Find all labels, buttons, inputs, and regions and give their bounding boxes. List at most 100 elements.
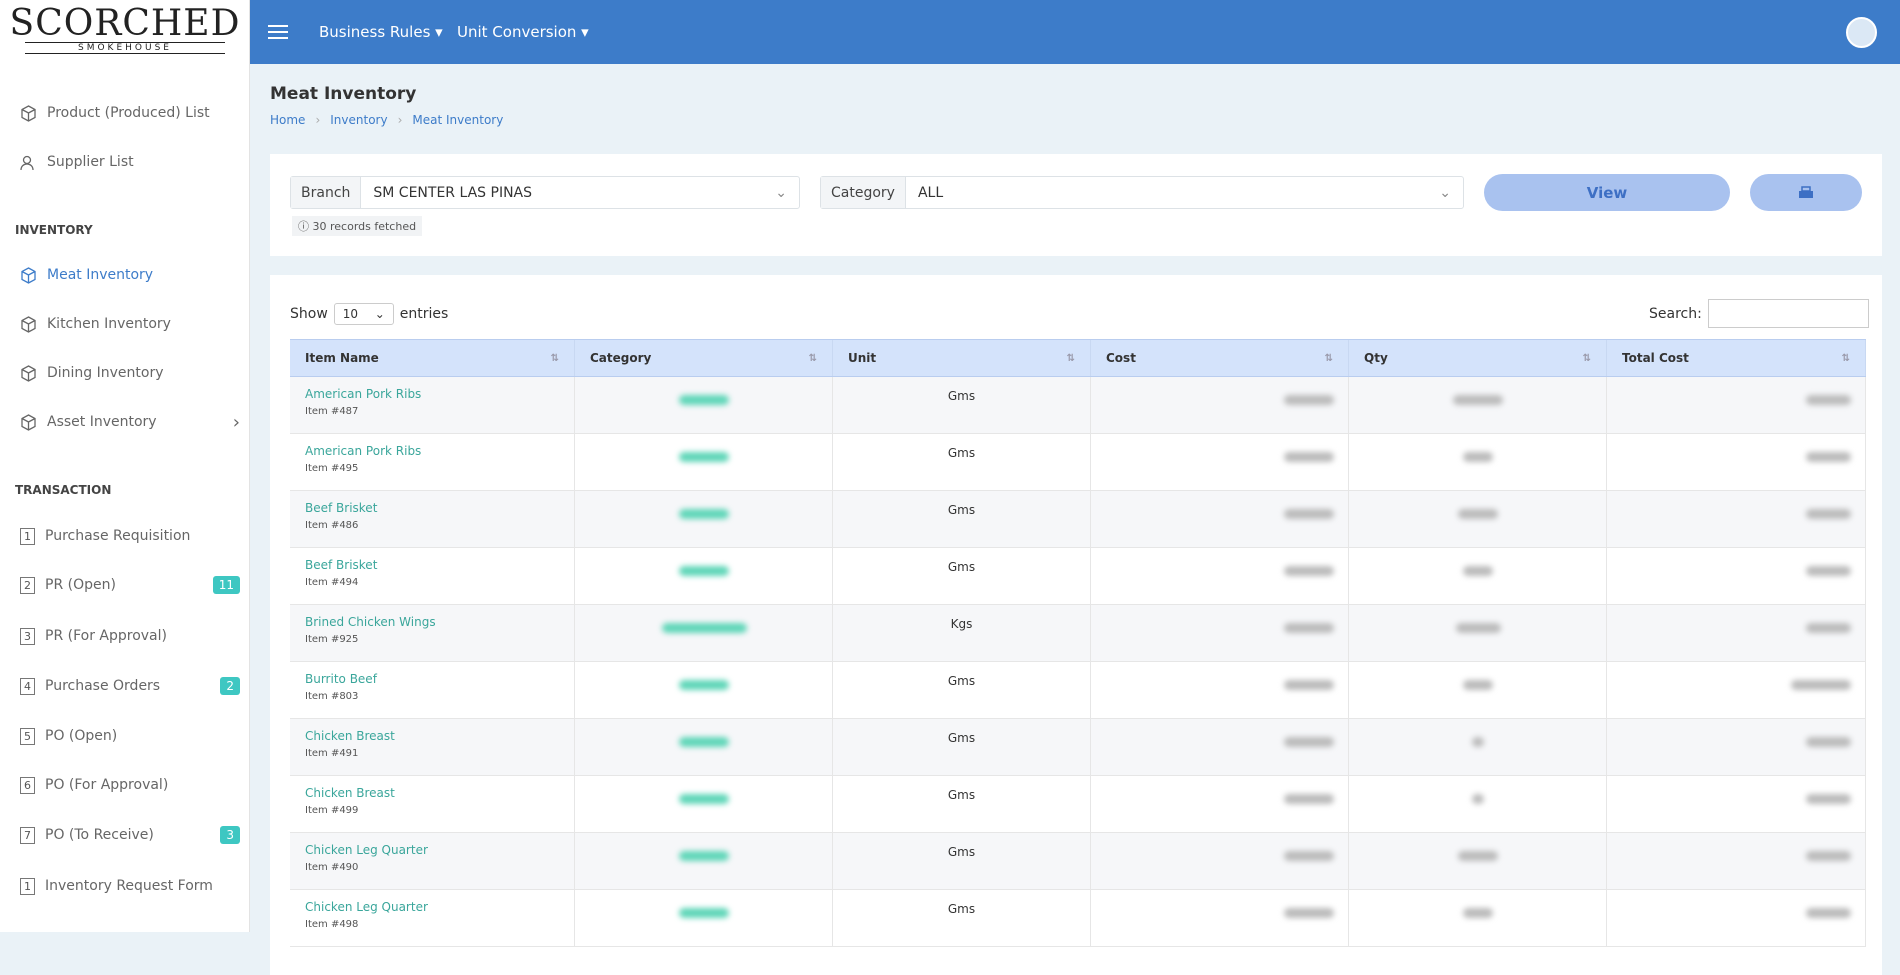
length-select[interactable]: 10 ⌄	[333, 303, 394, 325]
blurred-value	[1463, 566, 1493, 576]
unit: Gms	[947, 845, 976, 859]
item-name[interactable]: Beef Brisket	[305, 501, 378, 515]
item-number: Item #803	[305, 691, 359, 702]
cell: Gms	[833, 434, 1091, 490]
menu[interactable]: Unit Conversion ▾	[457, 23, 589, 41]
menu-icon	[20, 364, 37, 382]
item-number: Item #487	[305, 406, 359, 417]
avatar[interactable]	[1846, 17, 1877, 48]
blurred-value	[679, 737, 729, 747]
column-header[interactable]: Cost ⇅	[1091, 340, 1349, 376]
item-name[interactable]: American Pork Ribs	[305, 444, 422, 458]
logo-title: SCORCHED	[9, 3, 241, 44]
table: Item Name ⇅ Category ⇅ Unit ⇅ Cost ⇅ Qty ⇅ Total C…	[290, 339, 1866, 947]
menu-item[interactable]: Kitchen Inventory	[20, 312, 240, 336]
blurred-value	[1458, 509, 1498, 519]
sort-icon: ⇅	[1582, 352, 1591, 364]
menu-icon	[20, 154, 37, 171]
branch-select[interactable]: Branch SM CENTER LAS PINAS ⌄	[290, 176, 800, 209]
item-name[interactable]: Brined Chicken Wings	[305, 615, 436, 629]
menu-label[interactable]: Unit Conversion	[457, 23, 577, 41]
sort-icon: ⇅	[1841, 352, 1850, 364]
sort-icon: ⇅	[808, 352, 817, 364]
menu-item[interactable]: 7 PO (To Receive) 3	[20, 823, 240, 847]
column-label: Unit	[848, 351, 877, 365]
label: Category	[821, 177, 906, 208]
item-name[interactable]: Chicken Leg Quarter	[305, 900, 428, 914]
menu-item[interactable]: Asset Inventory ›	[20, 410, 240, 434]
menu-item[interactable]: 6 PO (For Approval)	[20, 773, 240, 797]
column-header[interactable]: Category ⇅	[575, 340, 833, 376]
value: SM CENTER LAS PINAS	[373, 184, 533, 201]
menu-label[interactable]: Business Rules	[319, 23, 431, 41]
cell: Burrito Beef Item #803	[290, 662, 575, 718]
item-name[interactable]: Burrito Beef	[305, 672, 377, 686]
column-label: Total Cost	[1622, 351, 1689, 365]
blurred-value	[1463, 908, 1493, 918]
blurred-value	[1284, 908, 1334, 918]
menu-item[interactable]: Meat Inventory	[20, 263, 240, 287]
cell	[575, 833, 833, 889]
menu-item[interactable]: 3 PR (For Approval)	[20, 624, 240, 648]
crumb[interactable]: Home	[270, 113, 306, 127]
menu-icon: 2	[20, 576, 35, 594]
logo: SCORCHED SMOKEHOUSE	[0, 0, 249, 64]
column-header[interactable]: Item Name ⇅	[290, 340, 575, 376]
cell	[1349, 548, 1607, 604]
menu-item[interactable]: 5 PO (Open)	[20, 724, 240, 748]
cell: Gms	[833, 776, 1091, 832]
menu-icon	[20, 413, 37, 431]
cell: Gms	[833, 491, 1091, 547]
cell	[1607, 833, 1866, 889]
cell: Gms	[833, 548, 1091, 604]
menu-item[interactable]: 2 PR (Open) 11	[20, 573, 240, 597]
search-input[interactable]	[1707, 299, 1869, 328]
menu[interactable]: Business Rules ▾	[319, 23, 443, 41]
menu-item[interactable]: 4 Purchase Orders 2	[20, 674, 240, 698]
crumb: Meat Inventory	[412, 113, 504, 127]
topbar: Business Rules ▾ Unit Conversion ▾	[250, 0, 1900, 64]
cell	[1607, 434, 1866, 490]
menu-item[interactable]: Supplier List	[20, 150, 240, 174]
menu-label: PR (Open)	[45, 577, 116, 593]
item-name[interactable]: American Pork Ribs	[305, 387, 422, 401]
menu-label: PO (For Approval)	[45, 777, 169, 793]
cell: Chicken Leg Quarter Item #490	[290, 833, 575, 889]
blurred-value	[1806, 737, 1851, 747]
menu-item[interactable]: Product (Produced) List	[20, 101, 240, 125]
show-label: Show	[290, 306, 328, 322]
menu-item[interactable]: 1 Purchase Requisition	[20, 524, 240, 548]
blurred-value	[1458, 851, 1498, 861]
blurred-value	[1806, 851, 1851, 861]
cell: American Pork Ribs Item #495	[290, 434, 575, 490]
item-name[interactable]: Chicken Breast	[305, 729, 395, 743]
item-name[interactable]: Chicken Leg Quarter	[305, 843, 428, 857]
column-header[interactable]: Unit ⇅	[833, 340, 1091, 376]
length-control: Show 10 ⌄ entries	[290, 303, 448, 325]
blurred-value	[1453, 395, 1503, 405]
cell: Kgs	[833, 605, 1091, 661]
blurred-value	[1284, 851, 1334, 861]
menu-icon	[20, 104, 37, 122]
item-name[interactable]: Chicken Breast	[305, 786, 395, 800]
menu-item[interactable]: 1 Inventory Request Form	[20, 874, 240, 898]
category-select[interactable]: Category ALL ⌄	[820, 176, 1464, 209]
print-button[interactable]	[1750, 174, 1862, 211]
cell: Gms	[833, 719, 1091, 775]
hamburger[interactable]	[268, 24, 288, 40]
cell	[1091, 776, 1349, 832]
table-header: Item Name ⇅ Category ⇅ Unit ⇅ Cost ⇅ Qty ⇅ Total C…	[290, 339, 1866, 377]
item-number: Item #498	[305, 919, 359, 930]
blurred-value	[1455, 623, 1501, 633]
badge: 2	[220, 677, 240, 695]
item-number: Item #495	[305, 463, 359, 474]
crumb[interactable]: Inventory	[330, 113, 388, 127]
item-name[interactable]: Beef Brisket	[305, 558, 378, 572]
view-button[interactable]: View	[1484, 174, 1730, 211]
blurred-value	[1284, 452, 1334, 462]
menu-item[interactable]: Dining Inventory	[20, 361, 240, 385]
section-heading: TRANSACTION	[15, 483, 112, 497]
column-header[interactable]: Total Cost ⇅	[1607, 340, 1866, 376]
column-header[interactable]: Qty ⇅	[1349, 340, 1607, 376]
cell	[575, 548, 833, 604]
